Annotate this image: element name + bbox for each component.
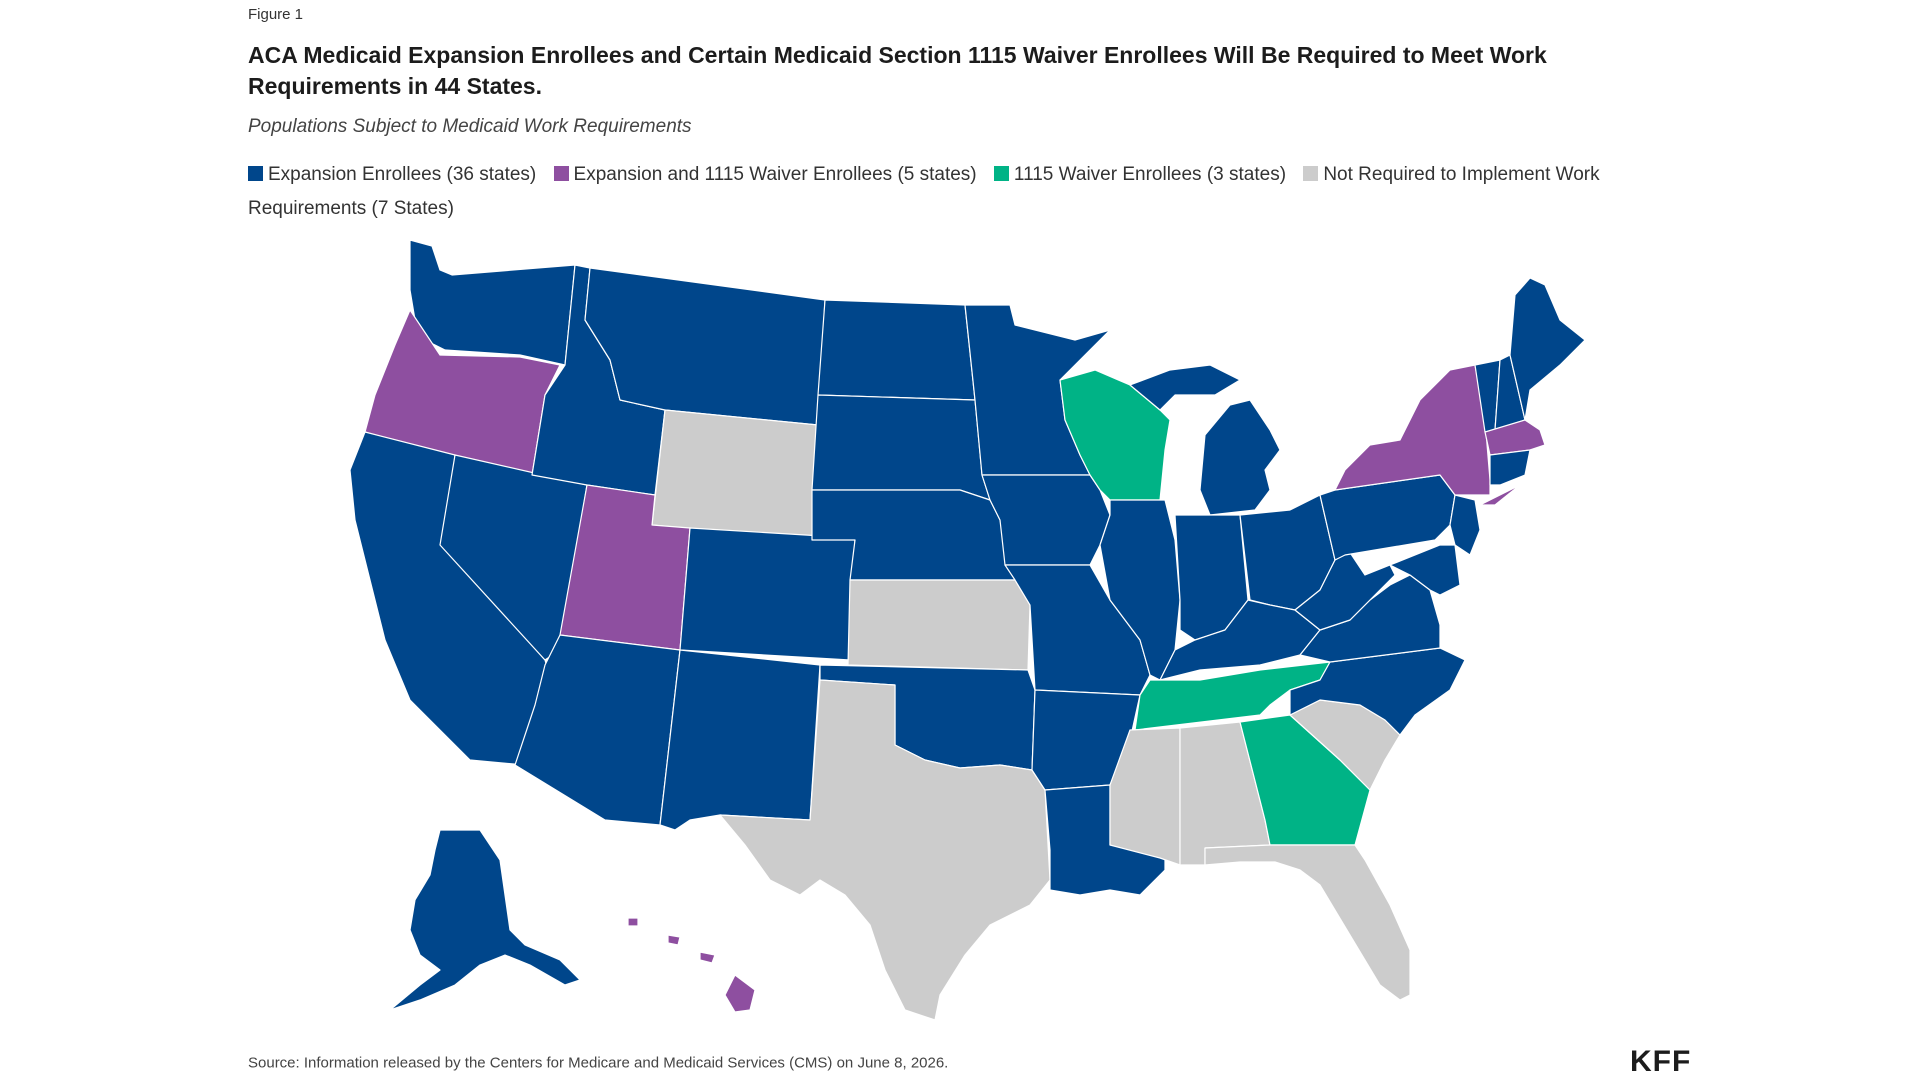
legend-item-waiver: 1115 Waiver Enrollees (3 states) <box>993 164 1287 185</box>
legend-label: Expansion and 1115 Waiver Enrollees (5 s… <box>573 164 977 185</box>
chart-title: ACA Medicaid Expansion Enrollees and Cer… <box>248 42 1547 99</box>
source-note: Source: Information released by the Cent… <box>248 1054 949 1072</box>
legend-swatch <box>1303 166 1319 181</box>
figure-label: Figure 1 <box>248 6 304 23</box>
state-new-mexico[interactable] <box>659 649 821 831</box>
state-texas <box>719 679 1051 1021</box>
state-north-dakota[interactable] <box>817 299 976 401</box>
state-missouri[interactable] <box>1004 564 1151 696</box>
state-washington[interactable] <box>409 239 576 366</box>
legend-swatch <box>248 166 263 181</box>
legend-swatch <box>993 166 1009 181</box>
state-hawaii[interactable] <box>724 974 756 1013</box>
state-kentucky[interactable] <box>1159 599 1321 681</box>
state-colorado[interactable] <box>679 527 856 661</box>
state-michigan-upper[interactable] <box>1129 364 1241 411</box>
state-wyoming <box>651 409 819 541</box>
state-michigan[interactable] <box>1199 399 1281 516</box>
legend-item-expansion-and-waiver: Expansion and 1115 Waiver Enrollees (5 s… <box>553 164 977 185</box>
state-florida <box>1204 844 1411 1001</box>
state-hawaii-oahu[interactable] <box>667 934 681 946</box>
kff-logo: KFF <box>1630 1045 1692 1078</box>
state-new-jersey[interactable] <box>1449 494 1481 556</box>
legend-item-expansion: Expansion Enrollees (36 states) <box>248 164 536 185</box>
state-illinois[interactable] <box>1099 499 1181 681</box>
state-new-york-long-island[interactable] <box>1479 484 1521 506</box>
state-south-dakota[interactable] <box>811 394 991 501</box>
chart-subtitle: Populations Subject to Medicaid Work Req… <box>248 116 692 137</box>
state-connecticut[interactable] <box>1489 449 1531 486</box>
legend-label: 1115 Waiver Enrollees (3 states) <box>1013 164 1287 185</box>
state-kansas <box>847 579 1031 671</box>
state-maine[interactable] <box>1509 277 1586 421</box>
legend-item-not-required: Not Required to Implement Work Requireme… <box>248 164 1600 219</box>
state-maryland[interactable] <box>1389 544 1461 596</box>
legend-label: Expansion Enrollees (36 states) <box>268 164 537 185</box>
state-hawaii-kauai[interactable] <box>627 917 639 927</box>
legend: Expansion Enrollees (36 states) Expansio… <box>248 158 1688 226</box>
state-alaska[interactable] <box>389 829 581 1011</box>
state-hawaii-maui[interactable] <box>699 951 716 964</box>
legend-label: Not Required to Implement Work Requireme… <box>248 164 1600 219</box>
state-new-york[interactable] <box>1334 364 1491 496</box>
legend-swatch <box>553 166 569 181</box>
